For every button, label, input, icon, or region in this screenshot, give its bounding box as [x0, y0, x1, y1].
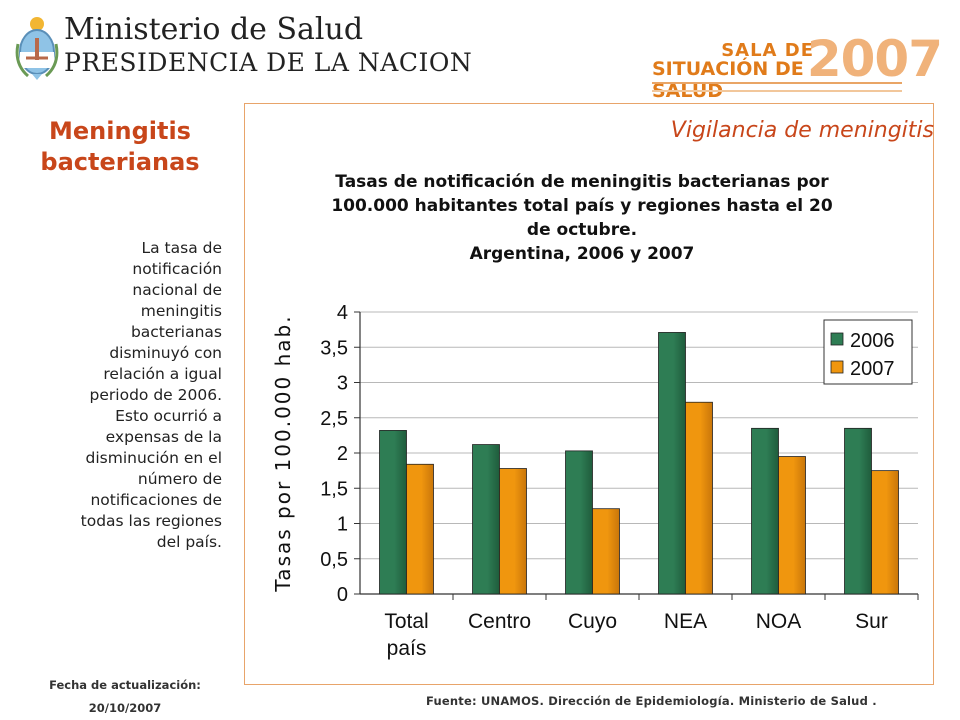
- ministry-name: Ministerio de Salud: [64, 12, 364, 47]
- y-tick-label: 0,5: [320, 549, 348, 571]
- update-label: Fecha de actualización:: [49, 678, 201, 692]
- side-line: La tasa de: [141, 239, 222, 257]
- bar-2006: [844, 427, 872, 595]
- bar-2007: [406, 463, 434, 595]
- bar-2007: [592, 508, 620, 595]
- chart-title-line2: 100.000 habitantes total país y regiones…: [331, 196, 833, 216]
- side-line: expensas de la: [105, 428, 222, 446]
- side-line: relación a igual: [103, 365, 222, 383]
- side-description: La tasa de notificación nacional de meni…: [40, 238, 222, 553]
- bar-2006: [472, 444, 500, 595]
- update-date: 20/10/2007: [88, 701, 162, 715]
- sala-stripes: [652, 82, 902, 92]
- y-tick-label: 3: [337, 373, 348, 395]
- bar-2007: [871, 470, 899, 595]
- side-line: bacterianas: [130, 323, 222, 341]
- y-tick-label: 4: [337, 302, 348, 324]
- x-tick-label: Centro: [468, 610, 531, 633]
- side-line: del país.: [156, 533, 222, 551]
- y-tick-label: 1,5: [320, 478, 348, 500]
- sala-situacion-logo: SALA DE SITUACIÓN DE SALUD 2007: [652, 30, 943, 102]
- bar-2007: [778, 456, 806, 595]
- argentina-coat-of-arms-icon: [15, 17, 59, 80]
- legend-swatch-2006: [830, 332, 844, 346]
- y-tick-label: 0: [337, 584, 348, 606]
- sala-line1: SALA DE: [721, 40, 814, 61]
- side-line: periodo de 2006.: [89, 386, 222, 404]
- bar-2006: [565, 450, 593, 595]
- side-line: todas las regiones: [80, 512, 222, 530]
- x-tick-label: NEA: [664, 610, 707, 633]
- y-tick-label: 2,5: [320, 408, 348, 430]
- chart-title-line1: Tasas de notificación de meningitis bact…: [335, 172, 829, 192]
- x-tick-label: país: [387, 637, 427, 660]
- bar-chart: 0 0,5 1 1,5 2 2,5 3 3,5 4 Tasas por 100.000 hab. T…: [271, 302, 919, 660]
- side-title: Meningitis bacterianas: [20, 116, 220, 178]
- x-tick-label: Sur: [855, 610, 888, 633]
- bar-2006: [658, 332, 686, 595]
- chart-title-line4: Argentina, 2006 y 2007: [469, 244, 695, 264]
- bar-2006: [379, 430, 407, 595]
- sala-line2: SITUACIÓN DE SALUD: [652, 58, 804, 102]
- legend-label-2006: 2006: [850, 330, 895, 352]
- bar-2007: [499, 468, 527, 595]
- chart-title-line3: de octubre.: [526, 220, 638, 240]
- y-tick-label: 2: [337, 443, 348, 465]
- ministry-subtitle: PRESIDENCIA DE LA NACION: [64, 48, 473, 77]
- side-line: nacional de: [132, 281, 222, 299]
- side-line: notificación: [132, 260, 222, 278]
- side-title-line2: bacterianas: [40, 148, 200, 176]
- content-frame: [244, 103, 934, 685]
- side-line: disminución en el: [85, 449, 222, 467]
- x-tick-label: Cuyo: [568, 610, 617, 633]
- source-note: Fuente: UNAMOS. Dirección de Epidemiolog…: [426, 694, 877, 708]
- chart-title: Tasas de notificación de meningitis bact…: [262, 170, 902, 266]
- sala-year: 2007: [806, 30, 943, 88]
- frame-title: Vigilancia de meningitis: [670, 118, 934, 143]
- side-line: disminuyó con: [109, 344, 222, 362]
- y-axis-label: Tasas por 100.000 hab.: [271, 314, 295, 592]
- bar-2006: [751, 427, 779, 595]
- x-tick-label: NOA: [756, 610, 802, 633]
- x-tick-label: Total: [384, 610, 428, 633]
- side-line: Esto ocurrió a: [115, 407, 222, 425]
- side-line: meningitis: [140, 302, 222, 320]
- y-tick-label: 3,5: [320, 337, 348, 359]
- y-tick-label: 1: [337, 514, 348, 536]
- side-line: número de: [137, 470, 222, 488]
- side-line: notificaciones de: [90, 491, 222, 509]
- side-title-line1: Meningitis: [49, 117, 191, 145]
- legend-swatch-2007: [830, 360, 844, 374]
- legend-label-2007: 2007: [850, 358, 895, 380]
- bar-2007: [685, 401, 713, 595]
